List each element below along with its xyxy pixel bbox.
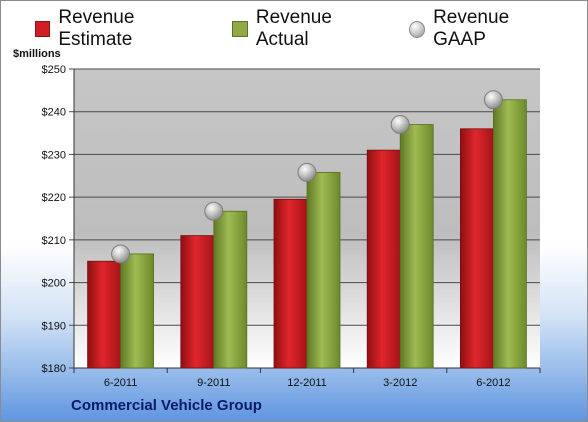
x-tick-label: 6-2012 [476,377,510,389]
x-tick-label: 9-2011 [197,377,230,389]
bar-revenue-actual [492,99,527,369]
bar-revenue-estimate [87,260,121,369]
point-revenue-gaap [204,201,224,221]
legend-item-revenue-gaap: Revenue GAAP [408,7,561,51]
y-tick-label: $250 [42,64,66,76]
point-revenue-gaap [483,90,503,110]
y-tick-label: $180 [42,363,66,375]
y-tick-label: $200 [42,278,66,290]
legend-swatch-estimate [35,21,51,37]
x-tick-label: 3-2012 [383,377,417,389]
x-tick-label: 6-2011 [104,377,137,389]
point-revenue-gaap [111,244,131,264]
legend-marker-gaap [408,20,426,38]
y-tick-label: $210 [42,235,66,247]
bar-revenue-estimate [459,128,494,369]
y-tick-label: $220 [42,192,66,204]
x-tick-label: 12-2011 [287,377,327,389]
point-revenue-gaap [390,115,410,135]
legend-item-revenue-actual: Revenue Actual [232,7,382,51]
y-tick-label: $240 [42,107,66,119]
bar-revenue-estimate [273,198,308,369]
bar-revenue-actual [399,124,434,369]
legend-label-revenue-actual: Revenue Actual [255,7,332,50]
y-tick-label: $230 [42,149,66,161]
bar-revenue-actual [213,210,248,369]
company-name: Commercial Vehicle Group [71,397,262,414]
chart-legend: Revenue Estimate Revenue Actual Revenue … [35,7,587,50]
y-tick-label: $190 [42,320,66,332]
bar-revenue-actual [120,253,154,369]
legend-swatch-actual [232,21,248,37]
bar-revenue-estimate [366,149,401,369]
y-axis-unit-label: $millions [13,48,61,60]
legend-item-revenue-estimate: Revenue Estimate [35,7,206,51]
bar-revenue-estimate [180,235,215,369]
bar-revenue-actual [306,171,341,369]
point-revenue-gaap [297,162,317,182]
legend-label-revenue-estimate: Revenue Estimate [58,7,135,50]
legend-label-revenue-gaap: Revenue GAAP [433,7,510,50]
